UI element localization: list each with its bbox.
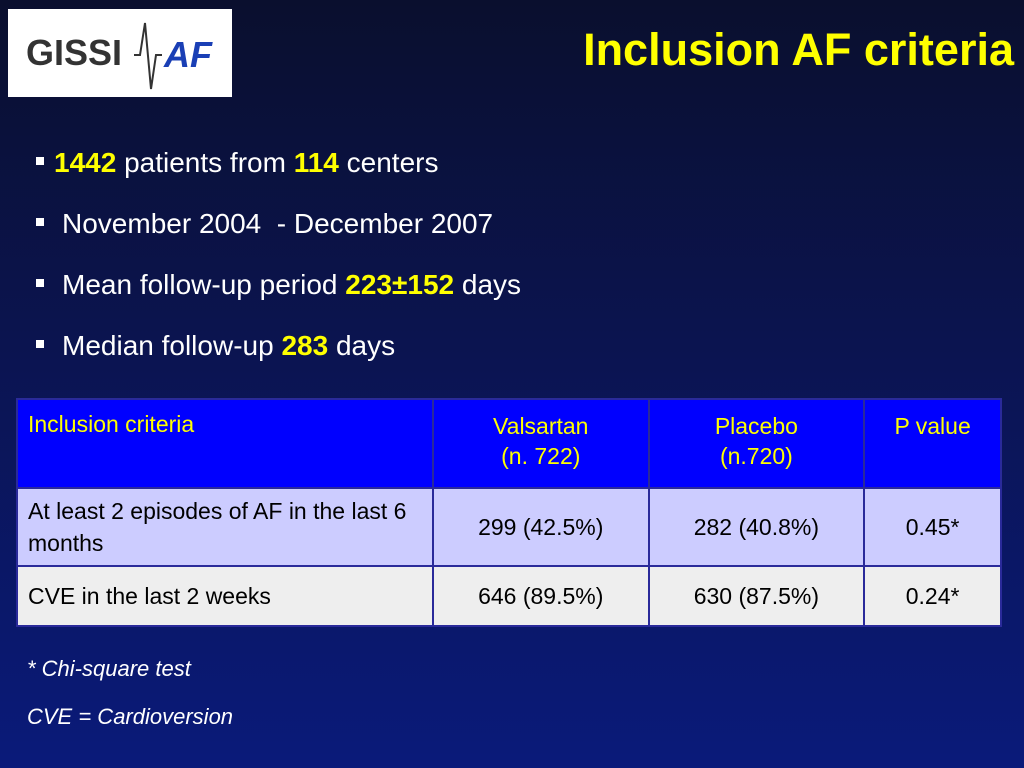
table-row: CVE in the last 2 weeks 646 (89.5%) 630 … xyxy=(16,565,1002,627)
criterion-cell: At least 2 episodes of AF in the last 6 … xyxy=(16,487,434,567)
header-valsartan: Valsartan (n. 722) xyxy=(431,398,650,489)
valsartan-cell: 299 (42.5%) xyxy=(431,487,650,567)
table-row: At least 2 episodes of AF in the last 6 … xyxy=(16,487,1002,567)
header-sublabel: (n. 722) xyxy=(501,443,581,469)
header-label: Inclusion criteria xyxy=(28,411,195,437)
header-p-value: P value xyxy=(863,398,1002,489)
footnote-chi-square: * Chi-square test xyxy=(27,656,191,681)
logo-graphic: GISSI AF xyxy=(26,22,213,90)
header-inclusion-criteria: Inclusion criteria xyxy=(16,398,434,489)
header-sublabel: (n.720) xyxy=(719,443,793,469)
p-value-cell: 0.24* xyxy=(863,565,1002,627)
bullet-square-icon xyxy=(36,217,44,226)
inclusion-criteria-table: Inclusion criteria Valsartan (n. 722) Pla… xyxy=(16,398,1002,627)
bullet-mean-followup: Mean follow-up period 223±152 days xyxy=(36,254,521,315)
median-followup-value: 283 xyxy=(281,329,329,361)
bullet-text: Mean follow-up period xyxy=(62,268,346,300)
header-label: Valsartan xyxy=(493,413,589,439)
bullet-patients: 1442 patients from 114 centers xyxy=(36,132,521,193)
header-placebo: Placebo (n.720) xyxy=(647,398,866,489)
bullet-list: 1442 patients from 114 centers November … xyxy=(36,132,521,376)
mean-followup-value: 223±152 xyxy=(345,268,455,300)
bullet-text: patients from xyxy=(116,146,294,178)
placebo-cell: 630 (87.5%) xyxy=(647,565,866,627)
placebo-cell: 282 (40.8%) xyxy=(647,487,866,567)
patients-count: 1442 xyxy=(54,146,117,178)
logo-text-gissi: GISSI xyxy=(26,32,122,73)
valsartan-cell: 646 (89.5%) xyxy=(431,565,650,627)
bullet-text: days xyxy=(328,329,396,361)
bullet-text: Median follow-up xyxy=(62,329,282,361)
footnote-cve: CVE = Cardioversion xyxy=(27,704,234,729)
header-label: P value xyxy=(894,413,971,439)
centers-count: 114 xyxy=(293,146,339,178)
bullet-square-icon xyxy=(36,156,44,165)
bullet-square-icon xyxy=(36,278,44,287)
bullet-median-followup: Median follow-up 283 days xyxy=(36,315,521,376)
table-header-row: Inclusion criteria Valsartan (n. 722) Pla… xyxy=(16,398,1002,489)
bullet-period: November 2004 - December 2007 xyxy=(36,193,521,254)
bullet-text: centers xyxy=(338,146,439,178)
header-label: Placebo xyxy=(714,413,798,439)
gissi-af-logo: GISSI AF xyxy=(8,9,232,97)
p-value-cell: 0.45* xyxy=(863,487,1002,567)
slide-title: Inclusion AF criteria xyxy=(583,24,1014,75)
bullet-square-icon xyxy=(36,339,44,348)
criterion-cell: CVE in the last 2 weeks xyxy=(16,565,434,627)
bullet-text: November 2004 - December 2007 xyxy=(62,207,494,239)
bullet-text: days xyxy=(454,268,522,300)
logo-text-af: AF xyxy=(163,34,213,75)
logo-ecg-line xyxy=(134,22,162,90)
